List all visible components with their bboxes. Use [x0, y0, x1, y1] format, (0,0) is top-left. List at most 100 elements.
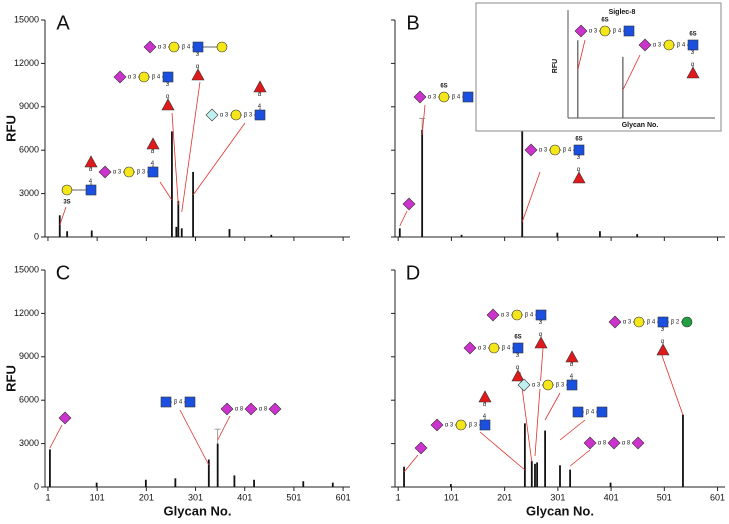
linkage-label: α 3	[158, 45, 167, 51]
linkage-label: α 4	[568, 362, 574, 380]
residue-diamond	[631, 436, 645, 450]
residue-diamond	[220, 402, 234, 416]
linkage-label: β 4	[586, 410, 595, 416]
residue-circle	[230, 109, 242, 121]
residue-triangle	[656, 343, 670, 356]
residue-triangle	[191, 68, 205, 81]
inset-title: Siglec-8	[609, 9, 636, 16]
bar	[556, 232, 559, 237]
linkage-label: β 4	[647, 320, 656, 326]
inset-bar	[622, 56, 624, 118]
link-bg	[500, 344, 512, 352]
x-tick-label: 601	[710, 492, 725, 502]
leader-line	[544, 392, 561, 421]
linkage-label: 3 α	[689, 50, 695, 68]
residue-triangle	[253, 80, 267, 93]
leader-line	[403, 454, 419, 473]
residue-diamond	[98, 165, 112, 179]
x-tick-label: 301	[188, 492, 203, 502]
bar	[569, 469, 572, 487]
link-bg	[126, 73, 138, 81]
link-bg	[111, 168, 123, 176]
leader-line	[399, 210, 408, 227]
bar	[49, 449, 51, 487]
residue-circle	[488, 342, 500, 354]
residue-square	[566, 379, 578, 391]
link-bg	[180, 43, 192, 51]
residue-circle	[138, 71, 150, 83]
bar	[460, 234, 463, 237]
linkage-label: β 3	[556, 383, 565, 389]
y-tick-label: 6000	[19, 145, 39, 155]
link-bg	[659, 329, 667, 343]
x-tick-label: 1	[45, 492, 50, 502]
y-tick-label: 12000	[14, 58, 39, 68]
link-bg	[621, 318, 633, 326]
residue-circle	[663, 39, 675, 51]
link-bg	[443, 421, 455, 429]
residue-diamond	[517, 378, 531, 392]
residue-triangle	[572, 171, 586, 184]
residue-circle	[168, 41, 180, 53]
linkage-label: β 4	[452, 95, 461, 101]
linkage-label: 3 α	[164, 82, 170, 100]
residue-square	[623, 25, 635, 37]
link-bg	[256, 94, 264, 108]
bar	[192, 171, 194, 237]
residue-diamond	[268, 402, 282, 416]
linkage-label: α 3	[501, 313, 510, 319]
leader-line	[622, 54, 641, 91]
residue-square	[462, 91, 474, 103]
linkage-label: β 4	[613, 29, 622, 35]
leader-line	[569, 449, 591, 467]
link-bg	[242, 111, 254, 119]
bar	[175, 226, 178, 237]
link-bg	[561, 146, 573, 154]
residue-triangle	[478, 390, 492, 403]
link-bg	[450, 93, 462, 101]
residue-diamond	[583, 436, 597, 450]
bar	[144, 479, 147, 487]
x-axis-label: Glycan No.	[526, 503, 594, 518]
residue-diamond	[524, 143, 538, 157]
linkage-label: 3 α	[659, 327, 665, 345]
leader-line	[479, 431, 526, 471]
link-bg	[476, 344, 488, 352]
link-bg	[150, 73, 162, 81]
y-tick-label: 15000	[14, 14, 39, 24]
residue-circle	[549, 144, 561, 156]
linkage-label: β 4	[152, 75, 161, 81]
inset-y-label: RFU	[552, 59, 559, 73]
leader-line	[179, 409, 210, 466]
link-bg	[194, 54, 202, 68]
x-tick-label: 501	[286, 492, 301, 502]
residue-circle	[61, 184, 73, 196]
x-tick-label: 601	[336, 492, 351, 502]
bar	[682, 414, 684, 487]
residue-square	[184, 396, 196, 408]
residue-diamond	[143, 40, 157, 54]
bar	[559, 465, 561, 487]
residue-triangle	[534, 336, 548, 349]
modification-label: 6S	[514, 335, 521, 341]
residue-square	[535, 309, 547, 321]
link-bg	[514, 355, 522, 369]
linkage-label: α 4	[256, 92, 262, 110]
linkage-label: α 3	[113, 170, 122, 176]
x-tick-label: 501	[657, 492, 672, 502]
residue-diamond	[58, 411, 72, 425]
linkage-label: α 4	[481, 402, 487, 420]
y-axis-label: RFU	[3, 365, 18, 392]
linkage-label: α 3	[653, 43, 662, 49]
y-tick-label: 3000	[19, 188, 39, 198]
residue-circle	[455, 419, 467, 431]
linkage-label: α 8	[598, 441, 607, 447]
panel-label: B	[406, 12, 419, 34]
x-tick-label: 401	[604, 492, 619, 502]
y-tick-label: 0	[34, 231, 39, 241]
y-tick-label: 9000	[19, 351, 39, 361]
bar	[228, 229, 231, 237]
linkage-label: α 8	[259, 407, 268, 413]
residue-diamond	[402, 197, 416, 211]
